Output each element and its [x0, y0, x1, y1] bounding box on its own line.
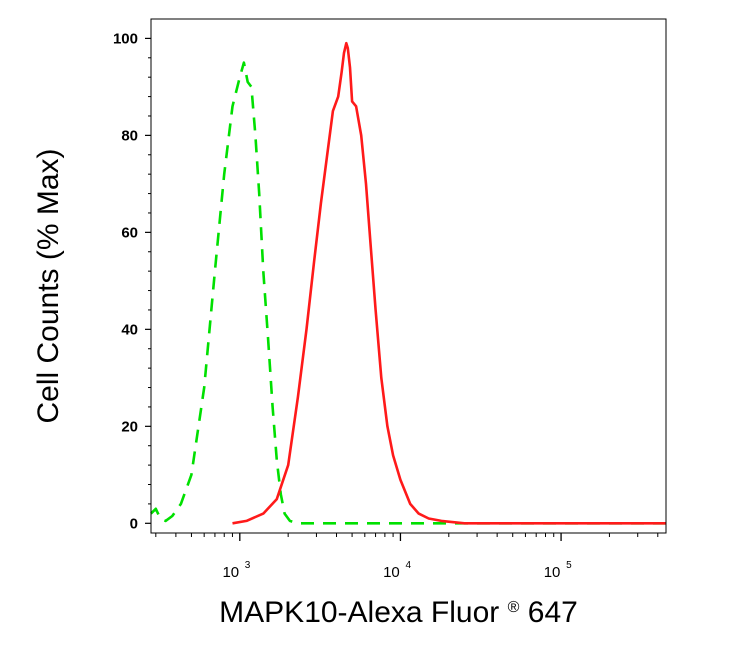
axes: 0 20 40 60 80 100 10 3 10 4 10 5 [113, 30, 659, 581]
y-tick-label: 60 [121, 224, 138, 241]
x-tick-label: 10 [544, 564, 561, 581]
y-tick-label: 20 [121, 418, 138, 435]
y-tick-label: 40 [121, 321, 138, 338]
x-tick-exponent: 5 [566, 560, 572, 571]
y-tick-label: 100 [113, 30, 138, 47]
plot-area [150, 41, 666, 525]
x-axis-title-tail: 647 [528, 596, 578, 629]
y-axis-title: Cell Counts (% Max) [32, 148, 65, 423]
series-line-0 [150, 61, 666, 525]
x-tick-label: 10 [383, 564, 400, 581]
y-tick-label: 80 [121, 127, 138, 144]
series-line-1 [232, 41, 666, 525]
x-tick-label: 10 [222, 564, 239, 581]
y-tick-label: 0 [130, 515, 138, 532]
x-axis-title-main: MAPK10-Alexa Fluor [219, 596, 499, 629]
x-tick-exponent: 4 [405, 560, 411, 571]
x-axis-title: MAPK10-Alexa Fluor ® 647 [219, 586, 578, 629]
x-tick-exponent: 3 [245, 560, 251, 571]
registered-mark: ® [508, 599, 520, 616]
plot-frame [150, 18, 667, 534]
